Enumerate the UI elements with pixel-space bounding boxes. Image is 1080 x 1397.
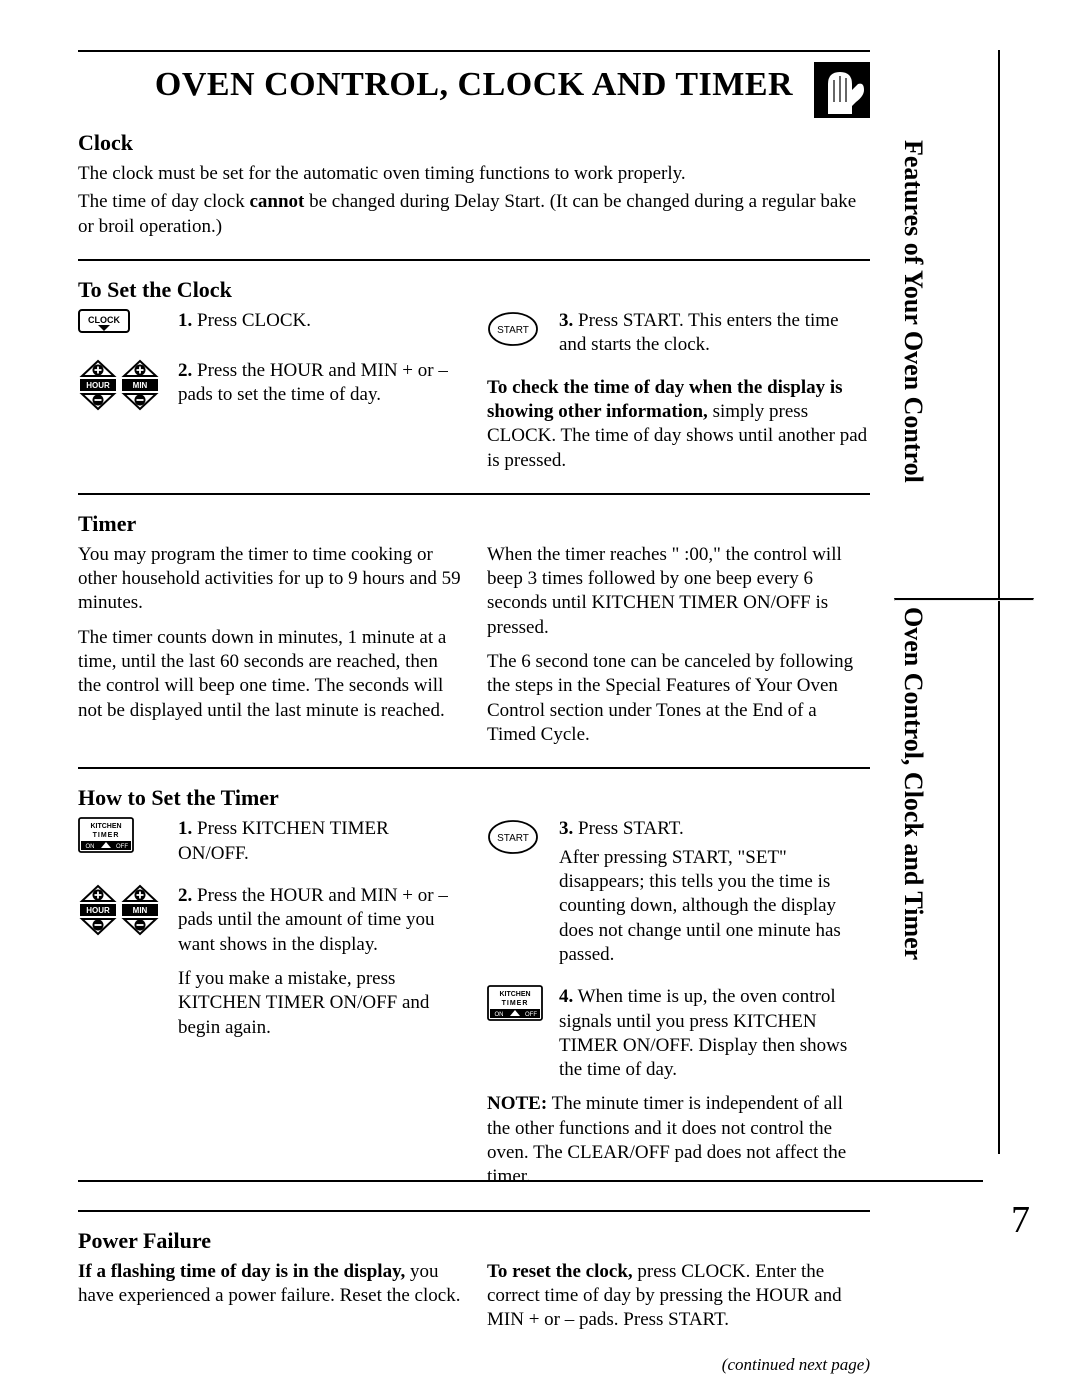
hour-min-button-icon: HOUR MIN: [78, 359, 166, 413]
svg-text:MIN: MIN: [133, 381, 148, 390]
side-tab-oven-control: Oven Control, Clock and Timer: [894, 601, 932, 1157]
set-clock-heading: To Set the Clock: [78, 277, 870, 303]
page-title: OVEN CONTROL, CLOCK AND TIMER: [155, 66, 793, 104]
step2-text: Press the HOUR and MIN + or – pads to se…: [178, 360, 448, 405]
hour-min-button-icon: HOUR MIN: [78, 884, 166, 938]
timer-section: Timer You may program the timer to time …: [78, 511, 870, 748]
svg-text:KITCHEN: KITCHEN: [90, 823, 121, 830]
title-row: OVEN CONTROL, CLOCK AND TIMER: [78, 66, 870, 104]
set-timer-section: How to Set the Timer KITCHEN TIMER ON OFF 1…: [78, 785, 870, 1189]
svg-text:KITCHEN: KITCHEN: [499, 991, 530, 998]
timer-right-p2: The 6 second tone can be canceled by fol…: [487, 650, 870, 747]
svg-text:OFF: OFF: [525, 1012, 537, 1018]
page: OVEN CONTROL, CLOCK AND TIMER Clock The …: [0, 0, 1080, 1397]
oven-mitt-icon: [814, 62, 870, 118]
check-time-note: To check the time of day when the displa…: [487, 376, 870, 473]
timer-heading: Timer: [78, 511, 870, 537]
clock-section: Clock The clock must be set for the auto…: [78, 130, 870, 239]
svg-text:TIMER: TIMER: [502, 1000, 529, 1007]
st-step2-text: Press the HOUR and MIN + or – pads until…: [178, 885, 448, 955]
kitchen-timer-button-icon: KITCHEN TIMER ON OFF: [487, 985, 547, 1021]
clock-heading: Clock: [78, 130, 870, 156]
svg-text:START: START: [497, 325, 529, 336]
rule-1: [78, 259, 870, 261]
svg-text:ON: ON: [86, 844, 95, 850]
svg-text:MIN: MIN: [133, 906, 148, 915]
clock-button-icon: CLOCK: [78, 309, 166, 341]
timer-left-p1: You may program the timer to time cookin…: [78, 543, 461, 616]
note-bold: NOTE:: [487, 1093, 547, 1114]
top-rule: [78, 50, 870, 52]
st-step3-text: Press START.: [573, 818, 683, 839]
st-step1-text: Press KITCHEN TIMER ON/OFF.: [178, 818, 389, 863]
st-step4-num: 4.: [559, 986, 573, 1007]
step3-num: 3.: [559, 310, 573, 331]
pf-right-bold: To reset the clock,: [487, 1261, 633, 1282]
st-step1-num: 1.: [178, 818, 192, 839]
rule-2: [78, 493, 870, 495]
step1-num: 1.: [178, 310, 192, 331]
rule-3: [78, 767, 870, 769]
content-area: OVEN CONTROL, CLOCK AND TIMER Clock The …: [78, 50, 870, 1375]
pf-left: If a flashing time of day is in the disp…: [78, 1260, 461, 1333]
kitchen-timer-button-icon: KITCHEN TIMER ON OFF: [78, 817, 166, 853]
set-timer-heading: How to Set the Timer: [78, 785, 870, 811]
svg-text:HOUR: HOUR: [86, 906, 110, 915]
pf-right: To reset the clock, press CLOCK. Enter t…: [487, 1260, 870, 1333]
st-step2-num: 2.: [178, 885, 192, 906]
timer-left-p2: The timer counts down in minutes, 1 minu…: [78, 626, 461, 723]
start-button-icon: START: [487, 817, 547, 857]
clock-p2: The time of day clock cannot be changed …: [78, 190, 870, 239]
side-tab-features: Features of Your Oven Control: [894, 134, 932, 598]
start-button-icon: START: [487, 309, 547, 349]
footer-rule: [78, 1180, 983, 1182]
svg-text:HOUR: HOUR: [86, 381, 110, 390]
svg-text:OFF: OFF: [116, 844, 128, 850]
side-tabs: Features of Your Oven Control Oven Contr…: [894, 134, 1034, 1157]
svg-text:ON: ON: [495, 1012, 504, 1018]
step1-text: Press CLOCK.: [192, 310, 311, 331]
step2-num: 2.: [178, 360, 192, 381]
power-failure-section: Power Failure If a flashing time of day …: [78, 1228, 870, 1375]
rule-4: [78, 1210, 870, 1212]
st-step2-extra: If you make a mistake, press KITCHEN TIM…: [178, 967, 461, 1040]
st-step3-extra: After pressing START, "SET" disappears; …: [559, 846, 870, 968]
step3-text: Press START. This enters the time and st…: [559, 310, 839, 355]
set-clock-section: To Set the Clock CLOCK 1. Press CLOCK.: [78, 277, 870, 473]
clock-p2b: cannot: [249, 191, 304, 212]
timer-right-p1: When the timer reaches " :00," the contr…: [487, 543, 870, 640]
page-number: 7: [1011, 1198, 1030, 1242]
st-step3-num: 3.: [559, 818, 573, 839]
pf-left-bold: If a flashing time of day is in the disp…: [78, 1261, 405, 1282]
clock-p2a: The time of day clock: [78, 191, 249, 212]
timer-note: NOTE: The minute timer is independent of…: [487, 1092, 870, 1189]
clock-p1: The clock must be set for the automatic …: [78, 162, 870, 186]
continued-next-page: (continued next page): [78, 1355, 870, 1375]
clock-btn-label: CLOCK: [88, 315, 120, 325]
svg-text:TIMER: TIMER: [93, 832, 120, 839]
power-failure-heading: Power Failure: [78, 1228, 870, 1254]
svg-text:START: START: [497, 833, 529, 844]
st-step4-text: When time is up, the oven control signal…: [559, 986, 847, 1080]
